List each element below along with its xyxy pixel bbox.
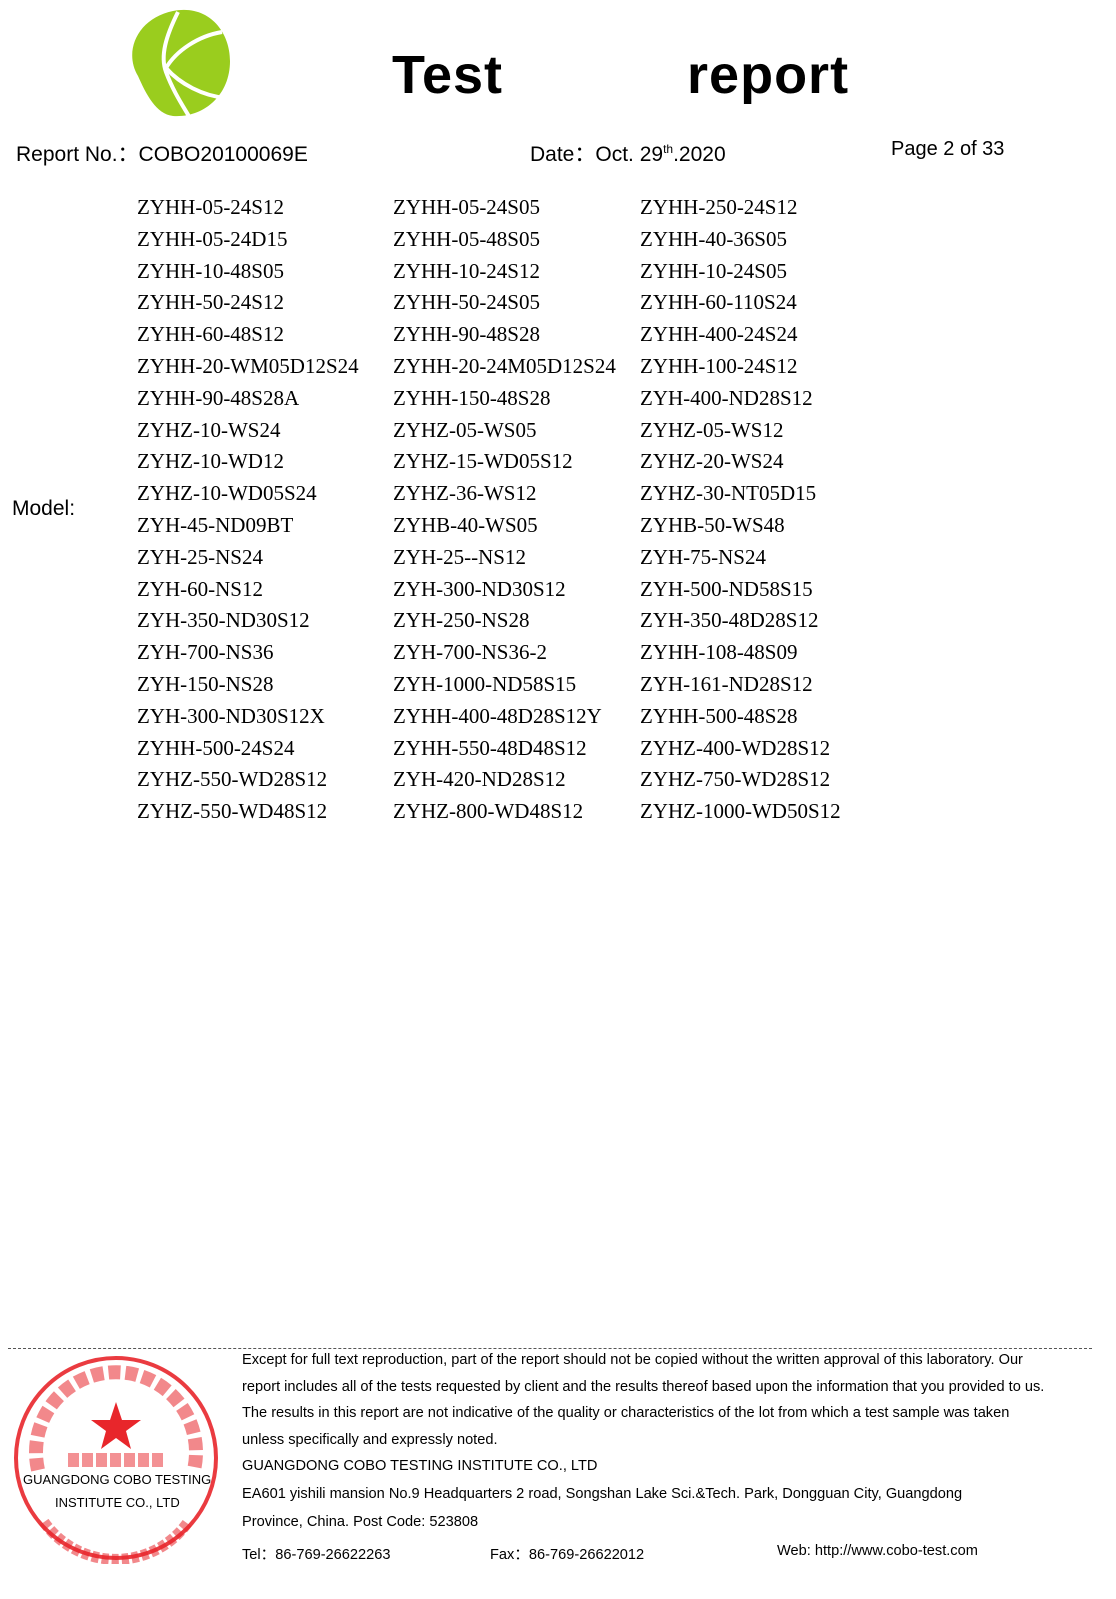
model-item: ZYH-1000-ND58S15 (393, 672, 577, 696)
model-item: ZYHH-40-36S05 (640, 226, 787, 251)
model-item: ZYHH-400-24S24 (640, 322, 798, 347)
report-date: Date：Oct. 29th.2020 (530, 138, 726, 168)
model-item: ZYH-150-NS28 (137, 672, 274, 696)
stamp-overlay-line2: INSTITUTE CO., LTD (55, 1495, 180, 1510)
model-item: ZYHZ-36-WS12 (393, 481, 537, 506)
model-item: ZYHH-400-48D28S12Y (393, 703, 602, 728)
model-label: Model: (12, 497, 76, 520)
model-item: ZYH-60-NS12 (137, 576, 263, 601)
footer-fax: Fax：86-769-26622012 (490, 1547, 645, 1563)
model-item: ZYHZ-10-WS24 (137, 417, 281, 442)
model-item: ZYH-700-NS36-2 (393, 640, 547, 665)
model-item: ZYHH-05-24S12 (137, 195, 284, 219)
model-item: ZYHH-60-48S12 (137, 322, 284, 347)
model-item: ZYHH-05-24S05 (393, 195, 540, 219)
model-item: ZYHZ-20-WS24 (640, 449, 784, 474)
model-item: ZYHH-90-48S28 (393, 322, 540, 347)
model-item: ZYH-45-ND09BT (137, 513, 294, 537)
model-item: ZYHB-50-WS48 (640, 513, 785, 537)
footer-line: Except for full text reproduction, part … (242, 1352, 1023, 1368)
model-item: ZYHH-100-24S12 (640, 354, 798, 378)
model-item: ZYH-350-48D28S12 (640, 608, 819, 633)
model-item: ZYHH-20-24M05D12S24 (393, 354, 616, 378)
model-item: ZYHH-550-48D48S12 (393, 735, 587, 760)
model-item: ZYHZ-800-WD48S12 (393, 799, 584, 824)
model-item: ZYHZ-550-WD28S12 (137, 767, 328, 792)
footer-line: report includes all of the tests request… (242, 1379, 1045, 1395)
model-item: ZYHH-150-48S28 (393, 385, 551, 410)
model-item: ZYHH-05-48S05 (393, 226, 540, 251)
footer-web[interactable]: Web: http://www.cobo-test.com (777, 1543, 978, 1559)
report-number: Report No.：COBO20100069E (16, 143, 308, 166)
model-item: ZYHH-50-24S05 (393, 290, 540, 315)
model-item: ZYHZ-1000-WD50S12 (640, 799, 841, 824)
date-sup: th (663, 142, 674, 156)
model-item: ZYHH-108-48S09 (640, 640, 798, 665)
model-item: ZYH-700-NS36 (137, 640, 274, 665)
footer-tel: Tel：86-769-26622263 (242, 1547, 391, 1563)
footer-line: Province, China. Post Code: 523808 (242, 1514, 479, 1530)
model-item: ZYHZ-15-WD05S12 (393, 449, 573, 474)
model-item: ZYH-161-ND28S12 (640, 672, 813, 696)
footer-line: unless specifically and expressly noted. (242, 1432, 498, 1448)
date-main: Date：Oct. 29 (530, 143, 664, 166)
footer-divider (8, 1348, 1092, 1349)
model-item: ZYH-250-NS28 (393, 608, 530, 633)
footer-line: GUANGDONG COBO TESTING INSTITUTE CO., LT… (242, 1458, 598, 1474)
model-item: ZYHH-10-24S05 (640, 258, 787, 283)
model-item: ZYHH-500-24S24 (137, 735, 295, 760)
model-item: ZYHZ-10-WD05S24 (137, 481, 317, 506)
footer-line: The results in this report are not indic… (242, 1405, 1010, 1421)
model-item: ZYHH-90-48S28A (137, 385, 300, 410)
model-item: ZYHZ-05-WS05 (393, 417, 537, 442)
model-item: ZYH-400-ND28S12 (640, 385, 813, 410)
model-item: ZYHZ-750-WD28S12 (640, 767, 831, 792)
model-item: ZYH-350-ND30S12 (137, 608, 310, 633)
model-item: ZYHZ-400-WD28S12 (640, 735, 831, 760)
model-item: ZYHH-20-WM05D12S24 (137, 354, 359, 378)
page-number: Page 2 of 33 (891, 138, 1005, 160)
model-item: ZYHH-250-24S12 (640, 195, 798, 219)
page-title: Test report (392, 45, 850, 105)
model-item: ZYHH-05-24D15 (137, 226, 288, 251)
date-year: .2020 (673, 143, 726, 166)
model-item: ZYH-300-ND30S12 (393, 576, 566, 601)
model-item: ZYHH-10-48S05 (137, 258, 284, 283)
model-item: ZYHH-60-110S24 (640, 290, 797, 315)
company-seal-stamp (14, 1356, 218, 1564)
model-item: ZYH-75-NS24 (640, 544, 766, 569)
model-item: ZYH-500-ND58S15 (640, 576, 813, 601)
model-item: ZYH-25--NS12 (393, 544, 526, 569)
model-item: ZYHB-40-WS05 (393, 513, 538, 537)
model-item: ZYH-300-ND30S12X (137, 703, 325, 728)
model-item: ZYHZ-05-WS12 (640, 417, 784, 442)
model-item: ZYHH-10-24S12 (393, 258, 540, 283)
model-item: ZYHZ-10-WD12 (137, 449, 284, 474)
model-item: ZYHZ-550-WD48S12 (137, 799, 328, 824)
model-item: ZYH-420-ND28S12 (393, 767, 566, 792)
model-item: ZYH-25-NS24 (137, 544, 263, 569)
model-item: ZYHZ-30-NT05D15 (640, 481, 817, 506)
model-item: ZYHH-50-24S12 (137, 290, 284, 315)
stamp-overlay-line1: GUANGDONG COBO TESTING (23, 1472, 212, 1487)
footer-line: EA601 yishili mansion No.9 Headquarters … (242, 1486, 963, 1502)
cobo-logo-icon (132, 9, 230, 120)
model-item: ZYHH-500-48S28 (640, 703, 798, 728)
